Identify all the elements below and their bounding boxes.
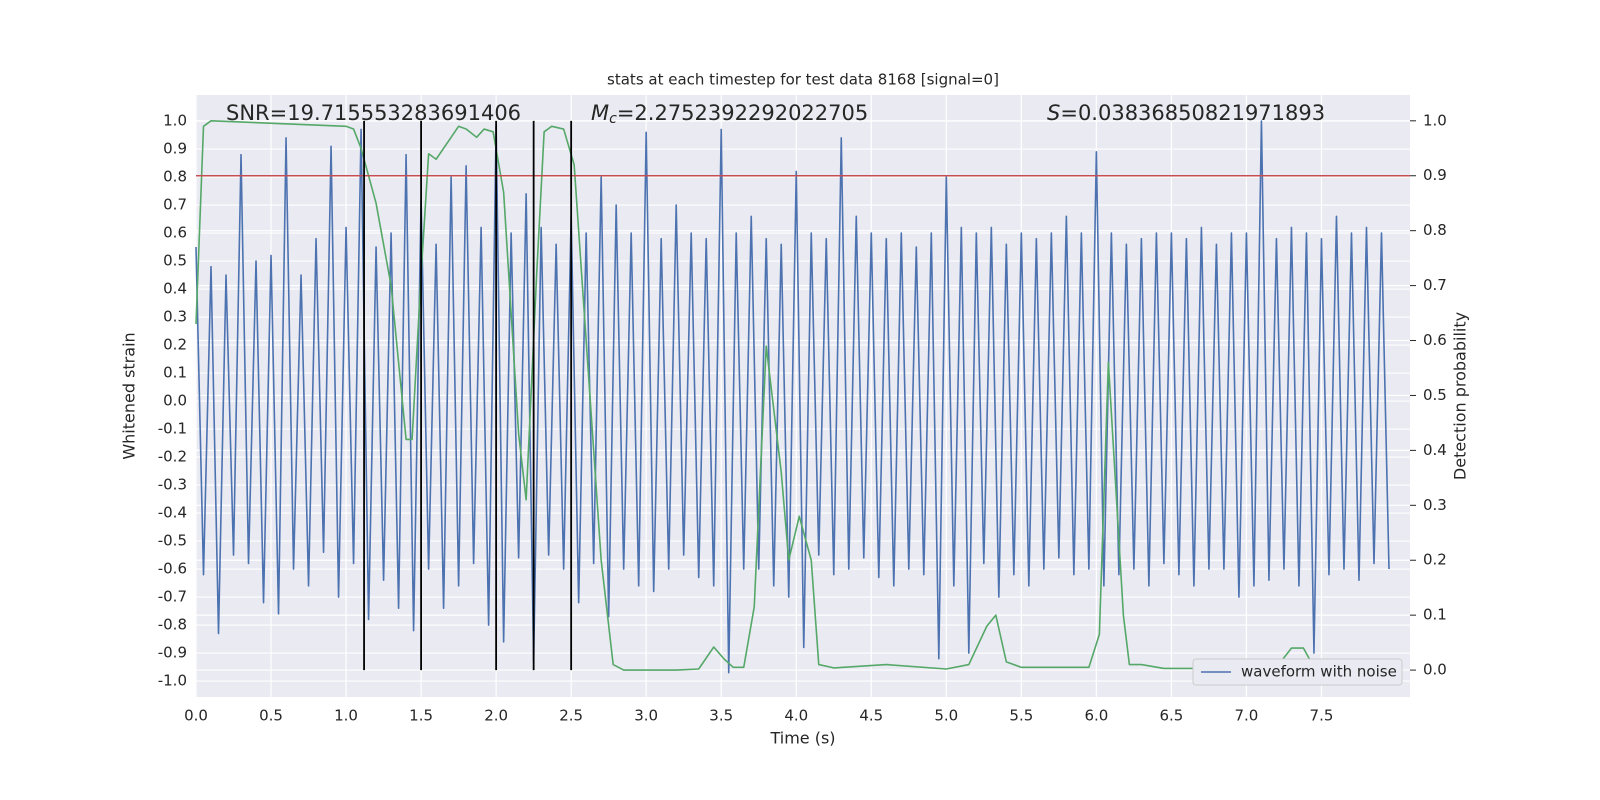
y-tick-label: -0.4 <box>158 504 187 522</box>
y2-tick-label: 0.9 <box>1423 166 1447 184</box>
x-tick-label: 2.5 <box>559 707 583 725</box>
x-tick-label: 4.0 <box>784 707 808 725</box>
annotation-text: =0.03836850821971893 <box>1060 101 1325 125</box>
annotation: S=0.03836850821971893 <box>1047 101 1325 125</box>
y2-tick-label: 1.0 <box>1423 111 1447 129</box>
annotation: SNR=19.715553283691406 <box>226 101 521 125</box>
y-tick-label: 0.8 <box>163 168 187 186</box>
legend-box <box>1192 658 1403 686</box>
y2-tick-label: 0.7 <box>1423 276 1447 294</box>
annotation: Mc=2.2752392292022705 <box>591 101 868 127</box>
series-line <box>195 120 1390 671</box>
chart-title: stats at each timestep for test data 816… <box>607 71 999 89</box>
y2-tick-label: 0.6 <box>1423 331 1447 349</box>
x-tick-label: 0.0 <box>184 707 208 725</box>
annotation-symbol: M <box>591 101 609 125</box>
y2-tick-label: 0.4 <box>1423 441 1447 459</box>
y-tick-label: -0.9 <box>158 644 187 662</box>
y-tick-label: 0.0 <box>163 392 187 410</box>
legend: waveform with noise <box>1192 658 1403 686</box>
annotation-symbol: S <box>1047 101 1060 125</box>
y-tick-label: 0.5 <box>163 252 187 270</box>
y2-tick-label: 0.8 <box>1423 221 1447 239</box>
x-tick-label: 3.5 <box>709 707 733 725</box>
y2-tick-label: 0.5 <box>1423 386 1447 404</box>
x-tick-label: 7.5 <box>1310 707 1334 725</box>
y-tick-label: -0.8 <box>158 616 187 634</box>
y2-tick-label: 0.0 <box>1423 661 1447 679</box>
annotation-text: =2.2752392292022705 <box>617 101 868 125</box>
y-tick-label: 0.1 <box>163 364 187 382</box>
x-tick-label: 1.5 <box>409 707 433 725</box>
y-tick-label: 0.6 <box>163 224 187 242</box>
annotation-subscript: c <box>609 111 617 127</box>
labels: 0.0 0.5 1.0 1.5 2.0 2.5 3.0 3.5 4.0 4.5 5.0 5.5 6.0 6… <box>158 111 1447 724</box>
x-tick-label: 4.5 <box>859 707 883 725</box>
x-tick-label: 1.0 <box>334 707 358 725</box>
y-tick-label: -0.1 <box>158 420 187 438</box>
x-tick-label: 2.0 <box>484 707 508 725</box>
y-tick-label: -1.0 <box>158 672 187 690</box>
marks <box>195 120 1410 674</box>
y2-tick-label: 0.3 <box>1423 496 1447 514</box>
y-tick-label: 1.0 <box>163 112 187 130</box>
series-line <box>195 120 1390 674</box>
x-tick-label: 7.0 <box>1235 707 1259 725</box>
y2-axis-label: Detection probability <box>1451 312 1470 480</box>
y2-tick-label: 0.2 <box>1423 551 1447 569</box>
x-tick-label: 6.0 <box>1084 707 1108 725</box>
y-tick-label: 0.4 <box>163 280 187 298</box>
legend-label: waveform with noise <box>1241 663 1397 681</box>
y-tick-label: -0.3 <box>158 476 187 494</box>
y-tick-label: 0.2 <box>163 336 187 354</box>
x-tick-label: 3.0 <box>634 707 658 725</box>
x-tick-label: 0.5 <box>259 707 283 725</box>
y-tick-label: 0.7 <box>163 196 187 214</box>
y-tick-label: -0.2 <box>158 448 187 466</box>
y-tick-label: -0.5 <box>158 532 187 550</box>
x-tick-label: 5.5 <box>1009 707 1033 725</box>
y-tick-label: -0.7 <box>158 588 187 606</box>
x-tick-label: 6.5 <box>1159 707 1183 725</box>
y-tick-label: 0.9 <box>163 140 187 158</box>
x-tick-label: 5.0 <box>934 707 958 725</box>
y-tick-label: -0.6 <box>158 560 187 578</box>
y-axis-label: Whitened strain <box>120 332 139 459</box>
y2-tick-label: 0.1 <box>1423 606 1447 624</box>
y-tick-label: 0.3 <box>163 308 187 326</box>
x-axis-label: Time (s) <box>769 729 835 748</box>
